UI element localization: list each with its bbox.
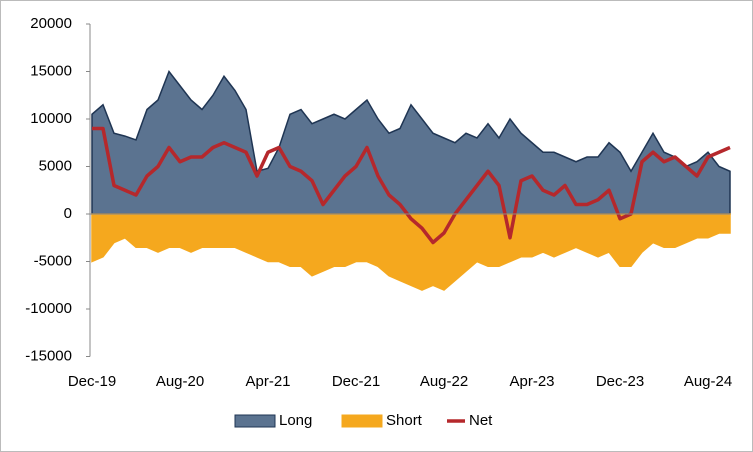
- x-tick-label: Apr-23: [509, 373, 554, 390]
- x-tick-label: Dec-19: [68, 373, 116, 390]
- y-tick-label: 15000: [30, 62, 72, 79]
- x-tick-label: Apr-21: [245, 373, 290, 390]
- area: [91, 69, 731, 215]
- y-tick-label: 5000: [39, 157, 72, 174]
- legend-swatch: [341, 414, 383, 428]
- x-tick-label: Dec-21: [332, 373, 380, 390]
- legend-label: Short: [386, 412, 423, 429]
- y-tick-label: -5000: [34, 252, 72, 269]
- legend-label: Net: [469, 412, 493, 429]
- line: [92, 126, 731, 245]
- legend-swatch: [234, 414, 276, 428]
- y-tick-label: 10000: [30, 110, 72, 127]
- x-tick-label: Aug-22: [420, 373, 468, 390]
- x-tick-label: Dec-23: [596, 373, 644, 390]
- y-tick-label: 0: [64, 205, 72, 222]
- x-tick-label: Aug-24: [684, 373, 732, 390]
- legend-label: Long: [279, 412, 312, 429]
- x-tick-label: Aug-20: [156, 373, 204, 390]
- area: [91, 213, 731, 291]
- y-tick-label: 20000: [30, 15, 72, 32]
- y-tick-label: -15000: [25, 347, 72, 364]
- y-tick-label: -10000: [25, 300, 72, 317]
